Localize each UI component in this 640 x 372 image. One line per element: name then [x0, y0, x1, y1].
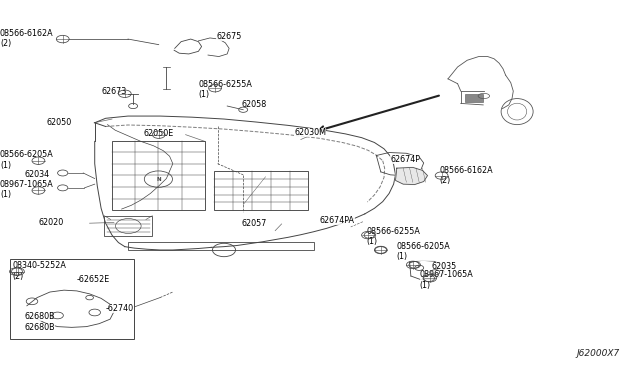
Text: 62035: 62035 [431, 262, 456, 271]
Text: 62058: 62058 [242, 100, 267, 109]
Bar [465, 94, 483, 102]
Text: -62740: -62740 [106, 304, 134, 313]
Text: 08566-6162A
(2): 08566-6162A (2) [0, 29, 54, 48]
Text: N: N [156, 177, 161, 182]
Text: 62030M: 62030M [294, 128, 326, 137]
Text: -62652E: -62652E [77, 275, 110, 284]
Text: 62680B: 62680B [24, 312, 55, 321]
Text: 62674PA: 62674PA [320, 217, 355, 225]
Text: 62050E: 62050E [144, 129, 174, 138]
Text: 62050: 62050 [46, 118, 71, 126]
Text: 62020: 62020 [38, 218, 63, 227]
Text: 08566-6162A
(2): 08566-6162A (2) [439, 166, 493, 185]
Text: 08566-6255A
(1): 08566-6255A (1) [198, 80, 252, 99]
Text: 08967-1065A
(1): 08967-1065A (1) [420, 270, 474, 290]
Bar [104, 216, 152, 236]
Text: 08340-5252A
(2): 08340-5252A (2) [13, 261, 67, 280]
Bar [112, 141, 205, 210]
Text: J62000X7: J62000X7 [576, 349, 620, 358]
Bar [128, 242, 314, 250]
Text: 62057: 62057 [242, 219, 268, 228]
Text: 62673: 62673 [101, 87, 126, 96]
Polygon shape [396, 167, 428, 185]
Text: 62680B: 62680B [24, 323, 55, 332]
Bar [10, 259, 134, 339]
Text: 08566-6255A
(1): 08566-6255A (1) [366, 227, 420, 246]
Text: 62034: 62034 [24, 170, 49, 179]
Bar [214, 171, 308, 210]
Text: 08566-6205A
(1): 08566-6205A (1) [397, 242, 451, 261]
Text: 08967-1065A
(1): 08967-1065A (1) [0, 180, 54, 199]
Text: 62675: 62675 [216, 32, 242, 41]
Text: 62674P: 62674P [390, 155, 420, 164]
Text: 08566-6205A
(1): 08566-6205A (1) [0, 150, 54, 170]
